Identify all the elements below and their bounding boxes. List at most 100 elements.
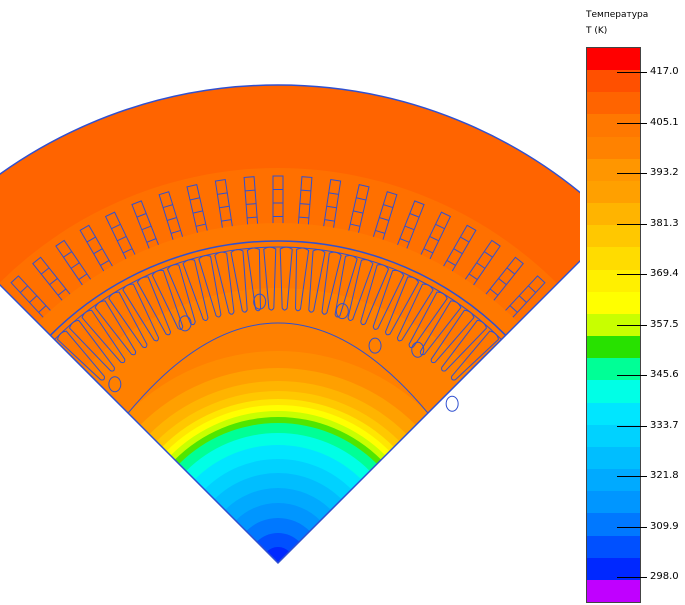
- slot-divider: [383, 204, 394, 209]
- legend-color-band: [587, 402, 640, 426]
- slot-divider: [136, 213, 147, 218]
- legend-color-band: [587, 114, 640, 138]
- legend-level-label: 393.2: [650, 167, 679, 178]
- legend-level-label: 381.3: [650, 217, 679, 229]
- slot-divider: [353, 210, 364, 214]
- slot-divider: [328, 192, 339, 195]
- slot-divider: [221, 219, 232, 222]
- legend-level-label: 309.9: [650, 520, 679, 532]
- legend-color-band: [587, 358, 640, 381]
- slot-divider: [404, 225, 415, 231]
- slot-divider: [246, 203, 257, 205]
- slot-divider: [483, 251, 493, 258]
- legend-tick: [617, 425, 647, 427]
- slot-divider: [40, 267, 50, 275]
- legend-tick: [617, 375, 647, 376]
- slot-divider: [29, 295, 38, 303]
- legend-color-band: [587, 158, 640, 182]
- legend-color-band: [587, 291, 640, 315]
- legend-tick: [617, 122, 647, 124]
- rotor-vent-hole: [445, 395, 459, 412]
- legend-level-label: 321.8: [650, 470, 679, 481]
- rotor-vent-hole: [335, 303, 349, 320]
- legend-color-band: [587, 424, 640, 448]
- legend-tick: [617, 274, 647, 275]
- legend-color-band: [587, 535, 640, 559]
- rotor-vent-hole: [108, 376, 122, 393]
- legend-color-band: [587, 70, 640, 93]
- legend-color-band: [587, 469, 640, 492]
- slot-divider: [453, 248, 463, 255]
- slot-divider: [70, 262, 80, 269]
- slot-divider: [63, 251, 73, 258]
- slot-divider: [38, 305, 47, 313]
- legend-color-band: [587, 557, 640, 581]
- slot-divider: [379, 217, 390, 221]
- slot-divider: [93, 248, 103, 255]
- legend-level-label: 417.0: [650, 66, 679, 77]
- slot-divider: [300, 189, 311, 192]
- slot-divider: [498, 278, 507, 286]
- legend-color-band: [587, 313, 640, 337]
- slot-divider: [298, 216, 309, 219]
- slot-divider: [78, 273, 88, 280]
- slot-divider: [460, 236, 470, 243]
- slot-divider: [166, 217, 177, 221]
- slot-divider: [435, 223, 445, 230]
- legend-level-label: 357.5: [650, 318, 679, 330]
- slot-divider: [528, 285, 537, 293]
- shaft-zone: [127, 322, 429, 563]
- slot-divider: [195, 223, 206, 227]
- legend-color-band: [587, 180, 640, 204]
- rotor-vent-hole: [411, 341, 425, 358]
- legend-unit: T (K): [586, 26, 608, 36]
- slot-divider: [489, 288, 499, 296]
- legend-tick: [617, 577, 647, 578]
- slot-divider: [399, 238, 410, 243]
- slot-divider: [375, 229, 386, 234]
- temperature-field-plot: [0, 84, 580, 565]
- legend-color-band: [587, 446, 640, 470]
- legend-color-band: [587, 336, 640, 359]
- slot-divider: [245, 189, 256, 192]
- slot-divider: [111, 223, 121, 230]
- legend-color-band: [587, 380, 640, 404]
- rotor-vent-hole: [253, 293, 267, 310]
- slot-divider: [476, 262, 486, 269]
- rotor-vent-hole: [368, 337, 382, 354]
- legend-color-band: [587, 203, 640, 226]
- slot-divider: [350, 223, 361, 227]
- slot-divider: [57, 288, 67, 296]
- slot-divider: [326, 205, 337, 209]
- slot-divider: [468, 273, 478, 280]
- legend-level-label: 369.4: [650, 268, 679, 279]
- slot-divider: [162, 204, 173, 209]
- legend-tick: [617, 476, 647, 477]
- legend-color-band: [587, 247, 640, 271]
- shaft-dome-arc: [127, 322, 429, 414]
- slot-divider: [506, 267, 516, 275]
- slot-divider: [446, 259, 456, 266]
- slot-divider: [518, 295, 527, 303]
- legend-tick: [617, 526, 647, 528]
- slot-divider: [189, 197, 200, 201]
- slot-divider: [219, 205, 230, 209]
- slot-divider: [100, 259, 110, 266]
- shaft-temperature-band: [266, 547, 290, 563]
- slot-divider: [324, 219, 335, 222]
- rotor-surface-arc: [54, 246, 502, 340]
- slot-divider: [146, 238, 157, 243]
- slot-divider: [117, 236, 127, 242]
- slot-divider: [192, 210, 203, 214]
- slot-divider: [409, 213, 420, 218]
- slot-divider: [122, 248, 133, 254]
- slot-divider: [86, 236, 96, 243]
- slot-divider: [429, 236, 439, 242]
- slot-divider: [247, 216, 258, 219]
- sector-outline: [0, 84, 580, 565]
- legend-color-band: [587, 136, 640, 160]
- slot-divider: [141, 225, 152, 231]
- legend-color-band: [587, 225, 640, 248]
- legend-level-label: 345.6: [650, 369, 679, 380]
- legend-color-band: [587, 269, 640, 293]
